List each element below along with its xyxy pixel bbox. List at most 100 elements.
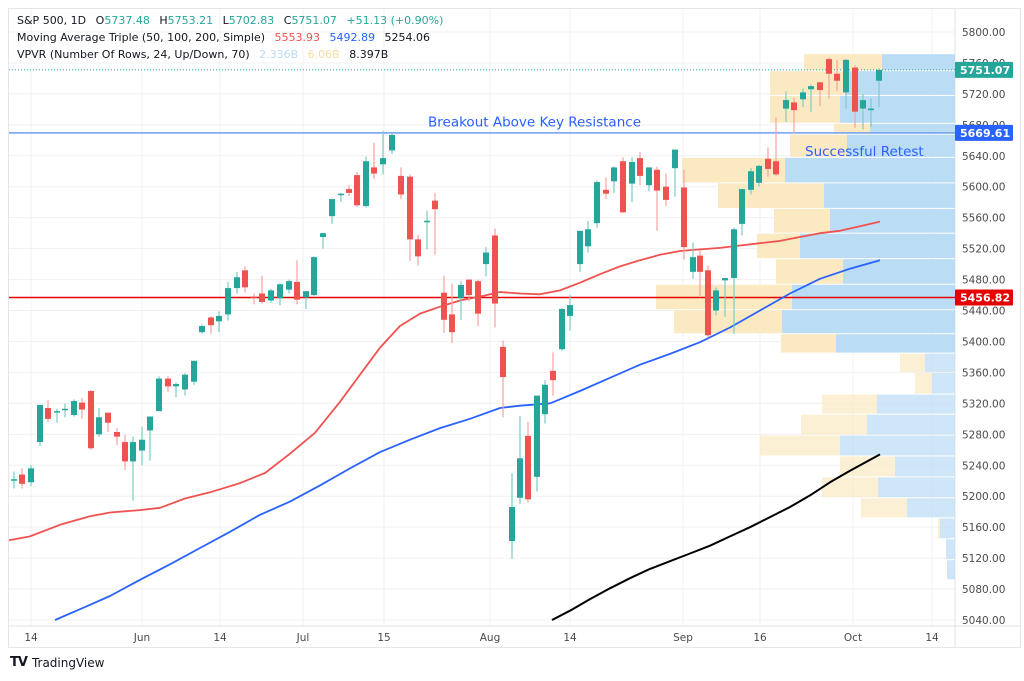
price-label-badge[interactable] <box>955 61 1013 78</box>
volume-profile-up-bar <box>845 71 955 95</box>
candle-down <box>637 158 643 176</box>
ma-indicator-label: Moving Average Triple (50, 100, 200, Sim… <box>17 31 265 44</box>
candle-up <box>672 149 678 169</box>
ohlc-high: H5753.21 <box>159 14 214 27</box>
vpvr-legend-row[interactable]: VPVR (Number Of Rows, 24, Up/Down, 70) 2… <box>17 46 449 63</box>
candle-down <box>791 102 797 111</box>
volume-profile-down-bar <box>790 134 847 157</box>
volume-profile-up-bar <box>840 95 955 123</box>
candle-down <box>765 158 771 169</box>
ohlc-low: L5702.83 <box>222 14 275 27</box>
price-axis[interactable]: 5800.005760.005720.005680.005640.005600.… <box>955 27 1013 627</box>
price-tick-label: 5520.00 <box>962 244 1005 256</box>
annotations[interactable]: Breakout Above Key Resistance Successful … <box>428 114 924 159</box>
candle-down <box>475 281 481 314</box>
candle-up <box>739 189 745 224</box>
candle-up <box>380 158 386 165</box>
candle-up <box>363 161 369 207</box>
candle-up <box>277 284 283 299</box>
candle-down <box>114 431 120 437</box>
ma-200-line <box>551 453 881 621</box>
time-tick-label: 16 <box>753 632 767 644</box>
price-tick-label: 5720.00 <box>962 89 1005 101</box>
candle-up <box>286 281 292 290</box>
time-tick-label: Sep <box>673 632 693 644</box>
price-change: +51.13 (+0.90%) <box>346 14 444 27</box>
annotation-text[interactable]: Successful Retest <box>805 144 924 160</box>
price-tick-label: 5240.00 <box>962 460 1005 472</box>
price-tick-label: 5640.00 <box>962 151 1005 163</box>
volume-profile-down-bar <box>822 477 878 498</box>
candle-down <box>165 378 171 387</box>
symbol-legend-row[interactable]: S&P 500, 1D O5737.48 H5753.21 L5702.83 C… <box>17 12 449 29</box>
candle-up <box>509 507 515 542</box>
price-tick-label: 5280.00 <box>962 429 1005 441</box>
time-tick-label: 14 <box>213 632 227 644</box>
time-tick-label: 14 <box>563 632 577 644</box>
time-tick-label: Jun <box>133 632 150 644</box>
chart-legend: S&P 500, 1D O5737.48 H5753.21 L5702.83 C… <box>17 12 449 63</box>
chart-frame <box>8 8 1021 648</box>
volume-profile-down-bar <box>915 372 932 394</box>
volume-profile-down-bar <box>776 259 843 284</box>
candle-up <box>139 439 145 451</box>
candle-up <box>808 86 814 90</box>
volume-profile-up-bar <box>840 435 955 456</box>
candle-up <box>756 165 762 183</box>
candle-down <box>45 408 51 419</box>
candle-down <box>466 279 472 296</box>
candle-down <box>705 270 711 336</box>
vpvr-indicator-label: VPVR (Number Of Rows, 24, Up/Down, 70) <box>17 48 250 61</box>
candle-down <box>773 161 779 175</box>
ma100-value: 5492.89 <box>329 31 376 44</box>
ohlc-close: C5751.07 <box>283 14 337 27</box>
candle-up <box>458 284 464 299</box>
price-label-badge[interactable] <box>955 289 1013 306</box>
ma-legend-row[interactable]: Moving Average Triple (50, 100, 200, Sim… <box>17 29 449 46</box>
candle-up <box>320 233 326 238</box>
candle-up <box>62 408 68 411</box>
volume-profile-up-bar <box>785 157 955 183</box>
volume-profile-up-bar <box>947 560 955 580</box>
tradingview-brand[interactable]: TV TradingView <box>10 655 104 670</box>
candle-up <box>577 230 583 265</box>
candle-down <box>208 317 214 326</box>
volume-profile-up-bar <box>882 54 955 71</box>
candle-down <box>697 255 703 272</box>
price-tick-label: 5200.00 <box>962 491 1005 503</box>
candle-up <box>646 167 652 186</box>
volume-profile-up-bar <box>907 498 955 518</box>
volume-profile-down-bar <box>718 183 824 208</box>
volume-profile-down-bar <box>781 334 836 353</box>
volume-profile-down-bar <box>674 310 782 334</box>
volume-profile-up-bar <box>878 477 955 498</box>
volume-profile-down-bar <box>760 435 840 456</box>
candle-up <box>147 416 153 431</box>
candle-down <box>441 292 447 320</box>
annotation-text[interactable]: Breakout Above Key Resistance <box>428 114 641 130</box>
candle-up <box>690 257 696 272</box>
candle-down <box>432 200 438 210</box>
time-tick-label: Oct <box>844 632 862 644</box>
volume-profile-up-bar <box>867 414 955 435</box>
candle-up <box>216 315 222 322</box>
ma-100-line <box>54 259 881 621</box>
horizontal-lines[interactable] <box>9 69 955 299</box>
volume-profile-up-bar <box>870 123 955 134</box>
volume-profile-up-bar <box>782 310 955 334</box>
candle-up <box>11 479 17 481</box>
candle-up <box>303 291 309 298</box>
price-label-text: 5751.07 <box>960 64 1010 77</box>
price-tick-label: 5160.00 <box>962 522 1005 534</box>
time-tick-label: Aug <box>480 632 501 644</box>
price-label-badge[interactable] <box>955 124 1013 141</box>
time-axis[interactable]: 14 Jun 14 Jul 15 Aug 14 Sep 16 Oct 14 <box>24 632 939 644</box>
volume-profile-down-bar <box>757 233 800 259</box>
candle-down <box>620 161 626 213</box>
candle-up <box>96 417 102 435</box>
candle-down <box>826 59 832 74</box>
candle-down <box>449 314 455 333</box>
candle-up <box>860 100 866 109</box>
candle-down <box>371 167 377 174</box>
